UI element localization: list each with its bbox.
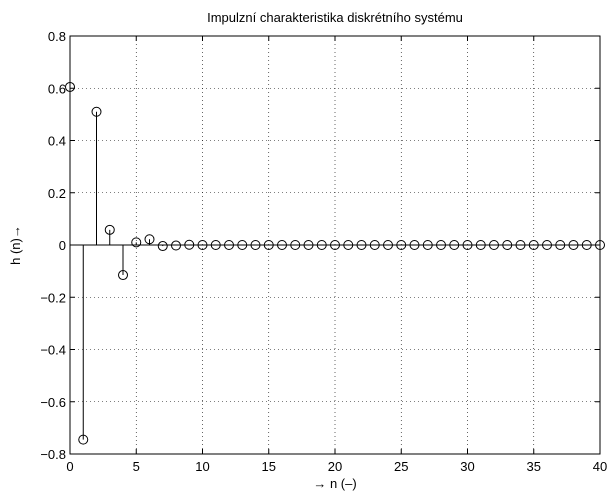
stem-marker (528, 240, 539, 250)
stem-marker (118, 270, 128, 281)
stem-marker (568, 240, 579, 250)
x-tick-label: 10 (195, 459, 209, 474)
y-tick-label: 0.8 (48, 29, 66, 44)
stem-marker (210, 240, 221, 250)
x-tick-label: 25 (394, 459, 408, 474)
stem-marker (330, 240, 340, 250)
stem-marker (383, 240, 393, 250)
stem-marker (436, 240, 446, 250)
x-tick-label: 0 (66, 459, 73, 474)
chart-title: Impulzní charakteristika diskrétního sys… (207, 10, 463, 25)
stem-marker (104, 224, 115, 235)
stem-marker (91, 106, 102, 117)
stem-marker (343, 240, 354, 250)
stem-marker (131, 237, 142, 248)
stem-marker (369, 240, 380, 250)
y-tick-label: 0.2 (48, 186, 66, 201)
stem-marker (581, 240, 592, 250)
x-tick-label: 5 (133, 459, 140, 474)
stem-marker (290, 240, 301, 250)
y-tick-label: −0.2 (40, 290, 66, 305)
y-tick-label: 0.6 (48, 81, 66, 96)
stem-marker (462, 240, 473, 250)
stem-marker (475, 240, 486, 250)
stem-marker (555, 240, 566, 250)
stem-marker (449, 240, 460, 250)
x-tick-label: 15 (262, 459, 276, 474)
stem-marker (396, 240, 407, 250)
stem-marker (303, 240, 314, 250)
stem-marker (515, 240, 526, 250)
stem-marker (184, 239, 195, 250)
stem-marker (277, 240, 287, 250)
stem-marker (144, 234, 155, 245)
stem-marker (237, 240, 248, 250)
stem-marker (316, 240, 327, 250)
stem-marker (409, 240, 420, 250)
x-tick-label: 35 (527, 459, 541, 474)
x-axis-label: → n (–) (313, 476, 356, 491)
x-tick-labels: 0 5 10 15 20 25 30 35 40 (66, 459, 607, 474)
ticks (69, 35, 601, 455)
stem-marker (263, 240, 274, 250)
x-tick-label: 30 (460, 459, 474, 474)
y-tick-label: −0.8 (40, 447, 66, 462)
stem-marker (356, 240, 367, 250)
stem-marker (422, 240, 433, 250)
y-tick-label: 0.4 (48, 134, 66, 149)
stem-marker (171, 240, 181, 251)
stem-marker (78, 434, 89, 445)
y-tick-label: 0 (59, 238, 66, 253)
y-tick-labels: 0.8 0.6 0.4 0.2 0 −0.2 −0.4 −0.6 −0.8 (40, 29, 66, 462)
grid (70, 36, 600, 454)
stem-marker (542, 240, 552, 250)
stem-marker (250, 240, 261, 250)
y-axis-label: h (n)→ (8, 225, 23, 265)
stem-marker (502, 240, 513, 250)
x-tick-label: 20 (328, 459, 342, 474)
x-tick-label: 40 (593, 459, 607, 474)
stem-marker (197, 240, 208, 250)
y-tick-label: −0.6 (40, 395, 66, 410)
stem-marker (224, 240, 234, 250)
y-tick-label: −0.4 (40, 343, 66, 358)
stem-marker (489, 240, 499, 250)
stem-marker (157, 241, 168, 252)
